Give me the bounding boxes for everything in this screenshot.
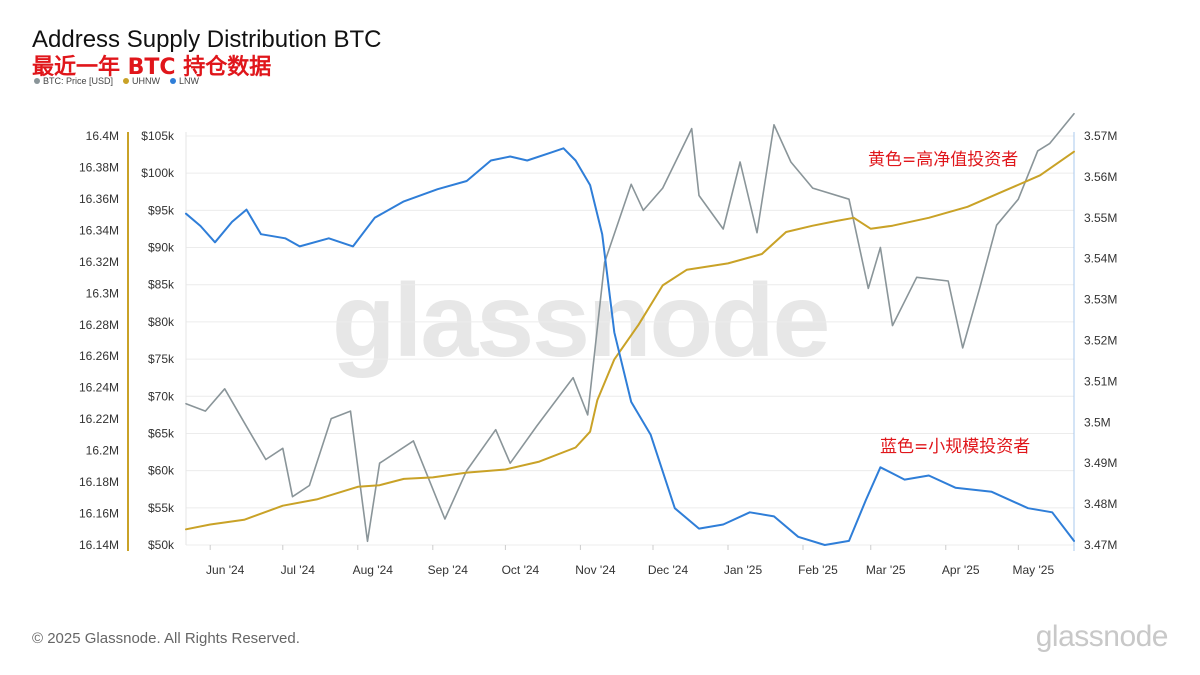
footer-copyright: © 2025 Glassnode. All Rights Reserved. — [32, 630, 300, 647]
x-tick-label: Dec '24 — [648, 563, 689, 577]
uhnw-tick-label: 16.24M — [79, 381, 119, 395]
uhnw-tick-label: 16.2M — [86, 444, 119, 458]
x-tick-label: May '25 — [1013, 563, 1055, 577]
uhnw-tick-label: 16.18M — [79, 475, 119, 489]
lnw-tick-label: 3.51M — [1084, 374, 1117, 388]
uhnw-tick-label: 16.28M — [79, 318, 119, 332]
price-tick-label: $105k — [141, 129, 175, 143]
lnw-tick-label: 3.5M — [1084, 415, 1111, 429]
price-tick-label: $70k — [148, 389, 175, 403]
lnw-tick-label: 3.47M — [1084, 538, 1117, 552]
x-tick-label: Jan '25 — [724, 563, 763, 577]
x-tick-label: Jul '24 — [281, 563, 316, 577]
price-tick-label: $75k — [148, 352, 175, 366]
uhnw-tick-label: 16.3M — [86, 286, 119, 300]
lnw-tick-label: 3.56M — [1084, 170, 1117, 184]
x-tick-label: Sep '24 — [428, 563, 469, 577]
uhnw-tick-label: 16.36M — [79, 192, 119, 206]
uhnw-tick-label: 16.4M — [86, 129, 119, 143]
price-tick-label: $85k — [148, 278, 175, 292]
legend-dot-lnw — [170, 78, 177, 84]
footer-logo: glassnode — [1035, 620, 1169, 653]
legend-label-price: BTC: Price [USD] — [43, 76, 114, 86]
x-tick-label: Feb '25 — [798, 563, 838, 577]
x-tick-label: Apr '25 — [942, 563, 980, 577]
price-tick-label: $90k — [148, 241, 175, 255]
x-tick-label: Mar '25 — [866, 563, 906, 577]
chart-canvas: 16.4M 16.38M 16.36M 16.34M 16.32M 16.3M 16.28M… — [79, 112, 1117, 577]
lnw-tick-label: 3.53M — [1084, 293, 1117, 307]
price-tick-label: $60k — [148, 464, 175, 478]
x-tick-label: Jun '24 — [206, 563, 245, 577]
price-tick-label: $80k — [148, 315, 175, 329]
price-tick-label: $55k — [148, 501, 175, 515]
legend-dot-uhnw — [123, 78, 130, 84]
uhnw-tick-label: 16.26M — [79, 349, 119, 363]
lnw-tick-label: 3.55M — [1084, 211, 1117, 225]
uhnw-tick-label: 16.32M — [79, 255, 119, 269]
lnw-tick-label: 3.54M — [1084, 252, 1117, 266]
annotation-uhnw: 黄色=高净值投资者 — [868, 150, 1019, 170]
uhnw-tick-label: 16.34M — [79, 223, 119, 237]
legend-label-lnw: LNW — [179, 76, 200, 86]
lnw-tick-label: 3.57M — [1084, 129, 1117, 143]
chart-legend: BTC: Price [USD] UHNW LNW — [34, 76, 199, 86]
uhnw-tick-label: 16.14M — [79, 538, 119, 552]
uhnw-tick-label: 16.22M — [79, 412, 119, 426]
price-tick-label: $50k — [148, 538, 175, 552]
uhnw-series-line — [185, 150, 1075, 531]
uhnw-tick-label: 16.38M — [79, 160, 119, 174]
price-tick-label: $100k — [141, 166, 175, 180]
annotation-lnw: 蓝色=小规模投资者 — [880, 437, 1031, 457]
legend-label-uhnw: UHNW — [132, 76, 161, 86]
legend-item-lnw[interactable]: LNW — [170, 76, 199, 86]
lnw-tick-label: 3.49M — [1084, 456, 1117, 470]
x-tick-label: Oct '24 — [502, 563, 540, 577]
price-series-line — [185, 112, 1075, 543]
lnw-tick-label: 3.48M — [1084, 497, 1117, 511]
price-tick-label: $65k — [148, 426, 175, 440]
legend-dot-price — [34, 78, 40, 84]
price-tick-label: $95k — [148, 203, 175, 217]
chart-title: Address Supply Distribution BTC — [32, 26, 382, 53]
lnw-tick-label: 3.52M — [1084, 334, 1117, 348]
legend-item-uhnw[interactable]: UHNW — [123, 76, 160, 86]
lnw-series-line — [185, 147, 1075, 546]
uhnw-tick-label: 16.16M — [79, 507, 119, 521]
legend-item-price[interactable]: BTC: Price [USD] — [34, 76, 113, 86]
x-tick-label: Nov '24 — [575, 563, 616, 577]
x-tick-label: Aug '24 — [353, 563, 394, 577]
chart-subtitle: 最近一年 BTC 持仓数据 — [32, 55, 272, 80]
